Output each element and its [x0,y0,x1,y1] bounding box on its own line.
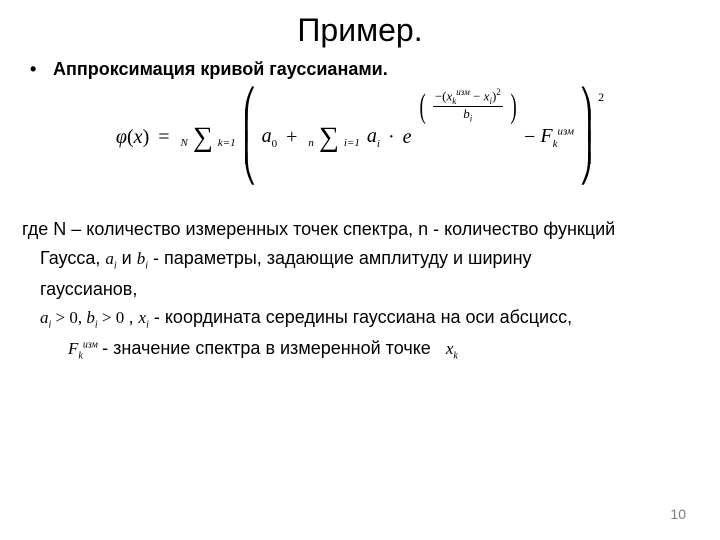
bullet-dot: • [30,59,48,80]
exponent: ( −(xkизм − xi)2 bi ) [417,88,520,124]
description-block: где N – количество измеренных точек спек… [0,191,720,362]
Fk-izm: Fkизм [540,125,574,150]
sum-i: n ∑ i=1 [308,125,359,150]
para-line-5: Fkизм - значение спектра в измеренной то… [22,336,690,363]
cdot: · [385,126,398,149]
plus: + [282,126,301,149]
bullet-text: Аппроксимация кривой гауссианами. [53,59,388,79]
inline-Fk: Fkизм [68,339,102,358]
sum-k: N ∑ k=1 [181,125,236,150]
a0: a0 [262,125,278,150]
minus-F: − [524,126,535,149]
para-line-2: Гаусса, ai и bi - параметры, задающие ам… [22,246,690,273]
e: e [403,126,412,149]
outer-square: 2 [598,90,604,105]
inline-cond: ai > 0, bi > 0 [40,308,129,327]
bullet-line: • Аппроксимация кривой гауссианами. [0,55,720,80]
equals: = [154,126,173,149]
main-formula: φ(x) = N ∑ k=1 ⎛⎜⎜⎝ a0 + n ∑ i=1 ai [116,94,604,181]
inline-bi: bi [137,249,148,268]
x-arg: x [134,126,143,149]
inline-ai: ai [105,249,116,268]
para-line-4: ai > 0, bi > 0 , xi - координата середин… [22,305,690,332]
ai: ai [367,125,380,150]
page-number: 10 [670,506,686,522]
right-bracket-outer: ⎞⎟⎟⎠ [579,94,593,181]
inline-xi: xi [139,308,149,327]
inline-xk: xk [446,339,458,358]
para-line-3: гауссианов, [22,277,690,301]
left-bracket-outer: ⎛⎜⎜⎝ [243,94,257,181]
para-line-1: где N – количество измеренных точек спек… [22,217,690,241]
slide-title: Пример. [0,0,720,55]
phi: φ [116,126,127,149]
